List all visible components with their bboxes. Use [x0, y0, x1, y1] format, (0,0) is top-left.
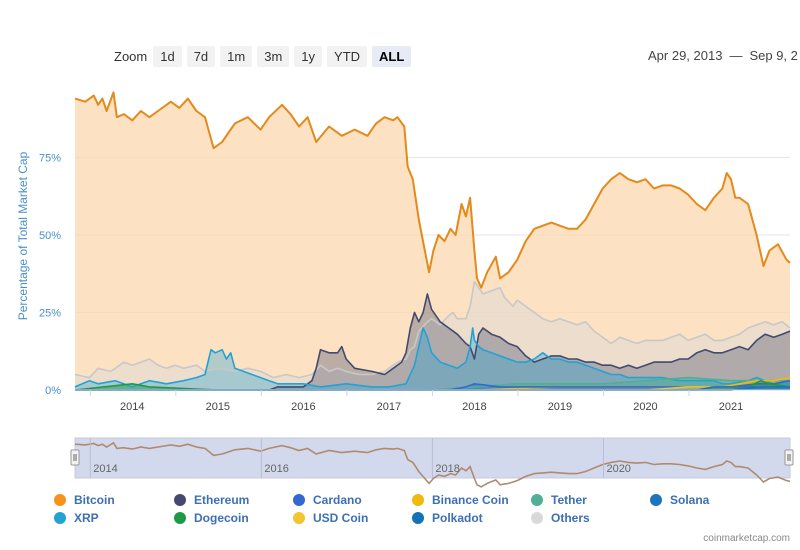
legend-item-binance[interactable]: Binance Coin — [412, 493, 509, 507]
zoom-3m-button[interactable]: 3m — [257, 45, 290, 67]
legend-item-solana[interactable]: Solana — [650, 493, 709, 507]
legend-label: Tether — [551, 493, 587, 507]
navigator-series-line — [74, 441, 791, 488]
date-to[interactable]: Sep 9, 2 — [749, 48, 798, 63]
legend-dot-ethereum — [174, 494, 186, 506]
navigator-tick-label: 2018 — [435, 463, 459, 475]
credit: coinmarketcap.com — [703, 533, 790, 544]
legend-label: USD Coin — [313, 511, 369, 525]
zoom-ytd-button[interactable]: YTD — [327, 45, 368, 67]
series-line-xrp[interactable] — [74, 327, 790, 388]
legend-dot-others — [531, 512, 543, 524]
y-axis-label: Percentage of Total Market Cap — [16, 151, 30, 320]
navigator-left-handle[interactable] — [70, 449, 80, 466]
chart-axes: 0% 25% 50% 75% 2014 2015 2016 2017 2018 2019 2020 2… — [39, 153, 790, 413]
legend-item-ethereum[interactable]: Ethereum — [174, 493, 249, 507]
legend-item-others[interactable]: Others — [531, 511, 590, 525]
legend-label: Dogecoin — [194, 511, 249, 525]
navigator-tick-label: 2020 — [606, 463, 630, 475]
y-tick-label: 50% — [39, 230, 61, 242]
x-tick-label: 2015 — [206, 401, 230, 413]
x-tick-label: 2016 — [291, 401, 315, 413]
date-from[interactable]: Apr 29, 2013 — [648, 48, 723, 63]
legend-dot-bitcoin — [54, 494, 66, 506]
series-area-others — [75, 281, 790, 390]
navigator-tick-label: 2016 — [264, 463, 288, 475]
zoom-bar: Zoom 1d 7d 1m 3m 1y YTD ALL — [114, 45, 416, 67]
y-tick-label: 25% — [39, 308, 61, 320]
navigator-right-handle[interactable] — [784, 449, 794, 466]
legend-dot-xrp — [54, 512, 66, 524]
date-range: Apr 29, 2013 — Sep 9, 2 — [648, 48, 798, 63]
series-line-ethereum[interactable] — [75, 293, 791, 391]
zoom-7d-button[interactable]: 7d — [186, 45, 216, 67]
legend-dot-dogecoin — [174, 512, 186, 524]
series-line-bitcoin[interactable] — [74, 91, 791, 289]
legend-label: Ethereum — [194, 493, 250, 507]
navigator-tick-label: 2014 — [93, 463, 117, 475]
x-tick-label: 2020 — [633, 401, 657, 413]
zoom-1y-button[interactable]: 1y — [294, 45, 323, 67]
legend-label: Solana — [670, 493, 710, 507]
legend-label: Cardano — [313, 493, 362, 507]
zoom-all-button[interactable]: ALL — [372, 45, 412, 67]
legend-dot-cardano — [293, 494, 305, 506]
series-area-bitcoin — [75, 92, 790, 391]
y-tick-label: 0% — [45, 385, 61, 397]
legend-item-usdcoin[interactable]: USD Coin — [293, 511, 368, 525]
series-area-dogecoin — [75, 380, 790, 390]
legend-label: Bitcoin — [74, 493, 115, 507]
chart-areas — [75, 92, 790, 391]
date-range-dash: — — [729, 48, 743, 63]
navigator[interactable]: 2014 2016 2018 2020 — [70, 437, 794, 488]
legend-dot-polkadot — [412, 512, 424, 524]
legend-item-xrp[interactable]: XRP — [54, 511, 99, 525]
x-tick-label: 2021 — [719, 401, 743, 413]
legend-label: XRP — [74, 511, 99, 525]
x-tick-label: 2017 — [377, 401, 401, 413]
legend-label: Binance Coin — [432, 493, 509, 507]
legend-dot-usdcoin — [293, 512, 305, 524]
legend-dot-tether — [531, 494, 543, 506]
legend-item-dogecoin[interactable]: Dogecoin — [174, 511, 249, 525]
x-tick-label: 2019 — [548, 401, 572, 413]
x-tick-label: 2014 — [120, 401, 144, 413]
legend-item-bitcoin[interactable]: Bitcoin — [54, 493, 115, 507]
legend-dot-solana — [650, 494, 662, 506]
zoom-1d-button[interactable]: 1d — [153, 45, 182, 67]
legend-label: Polkadot — [432, 511, 483, 525]
zoom-1m-button[interactable]: 1m — [220, 45, 253, 67]
legend-item-polkadot[interactable]: Polkadot — [412, 511, 483, 525]
y-tick-label: 75% — [39, 153, 61, 165]
x-tick-label: 2018 — [462, 401, 486, 413]
zoom-label: Zoom — [114, 48, 148, 64]
legend-item-tether[interactable]: Tether — [531, 493, 587, 507]
series-line-cardano[interactable] — [75, 379, 791, 391]
series-line-others[interactable] — [74, 280, 791, 379]
legend-label: Others — [551, 511, 590, 525]
legend-dot-binance — [412, 494, 424, 506]
legend-item-cardano[interactable]: Cardano — [293, 493, 362, 507]
